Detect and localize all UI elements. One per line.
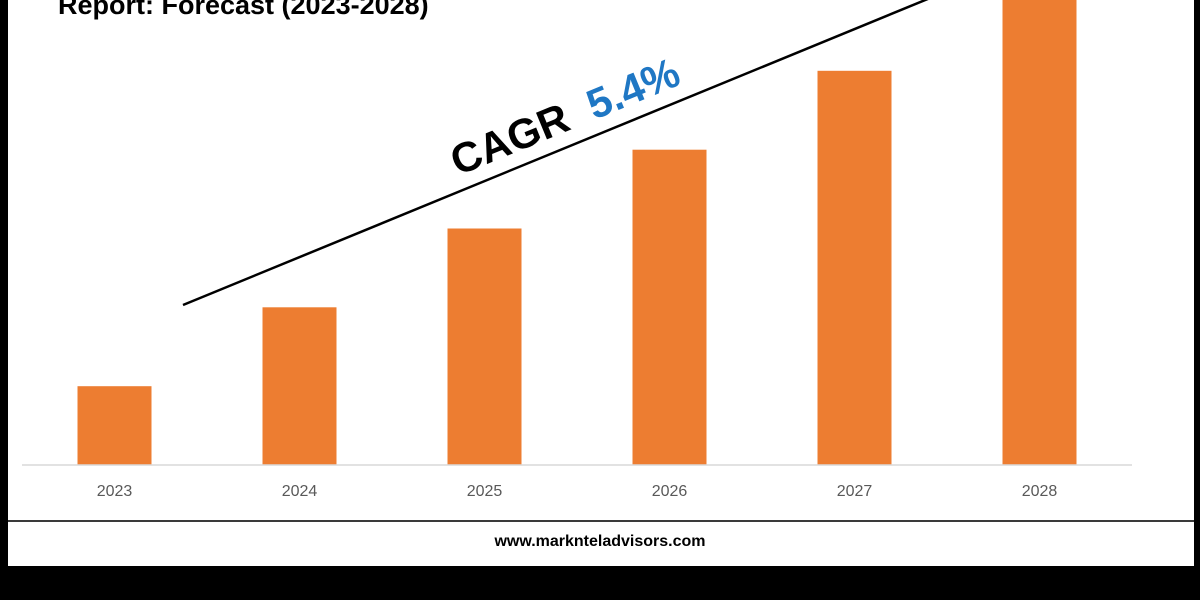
bar-2026 bbox=[632, 149, 707, 465]
chart-card bbox=[8, 0, 1194, 566]
footer-strip bbox=[8, 521, 1194, 566]
x-tick-label: 2027 bbox=[837, 483, 873, 500]
x-tick-label: 2023 bbox=[97, 483, 133, 500]
bars-group bbox=[77, 0, 1077, 466]
cagr-trend-line bbox=[182, 0, 929, 307]
bar-2028 bbox=[1002, 0, 1077, 465]
x-tick-labels: 2023 2024 2025 2026 2027 2028 bbox=[97, 483, 1058, 500]
x-tick-label: 2024 bbox=[282, 483, 318, 500]
bar-2027 bbox=[817, 70, 892, 466]
cagr-value: 5.4% bbox=[580, 48, 686, 128]
x-tick-label: 2025 bbox=[467, 483, 503, 500]
website-url[interactable]: www.marknteladvisors.com bbox=[494, 533, 706, 550]
bar-2025 bbox=[447, 228, 522, 465]
bar-2023 bbox=[77, 386, 152, 465]
bar-2024 bbox=[262, 307, 337, 465]
chart-title: Report: Forecast (2023-2028) bbox=[58, 0, 429, 20]
x-tick-label: 2026 bbox=[652, 483, 688, 500]
x-tick-label: 2028 bbox=[1022, 483, 1058, 500]
footer-divider bbox=[8, 520, 1194, 522]
